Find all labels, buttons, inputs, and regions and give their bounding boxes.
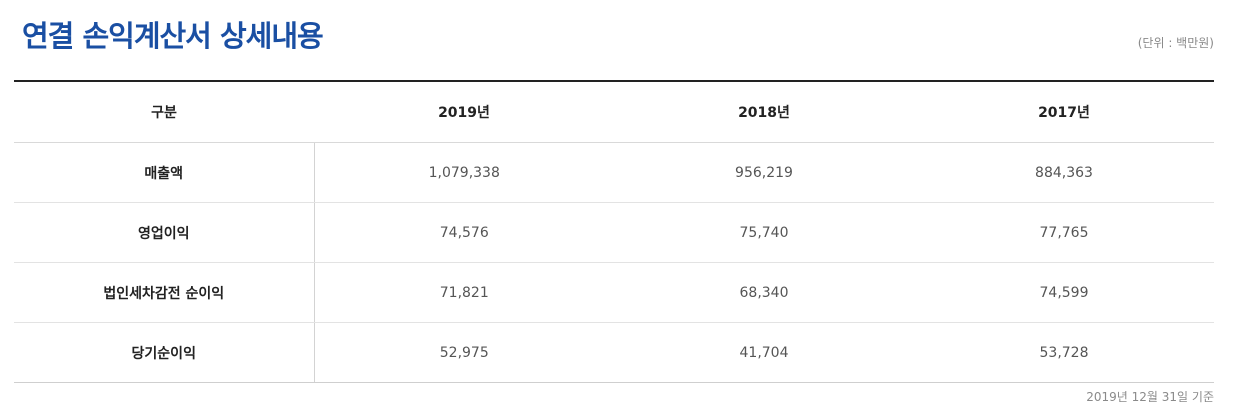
cell-value-2017: 74,599 xyxy=(914,262,1214,323)
cell-value-2019: 1,079,338 xyxy=(314,142,614,203)
cell-value-2019: 74,576 xyxy=(314,202,614,263)
table-header-row: 구분 2019년 2018년 2017년 xyxy=(14,81,1214,143)
reference-date-note: 2019년 12월 31일 기준 xyxy=(1086,390,1214,404)
cell-value-2018: 68,340 xyxy=(614,262,914,323)
unit-label: (단위 : 백만원) xyxy=(1137,36,1214,50)
row-label: 영업이익 xyxy=(14,202,315,263)
column-header-2017: 2017년 xyxy=(914,81,1214,143)
cell-value-2017: 884,363 xyxy=(914,142,1214,203)
cell-value-2017: 77,765 xyxy=(914,202,1214,263)
column-header-category: 구분 xyxy=(14,81,314,143)
table-row-revenue: 매출액 1,079,338 956,219 884,363 xyxy=(14,142,1214,203)
table-row-pretax-income: 법인세차감전 순이익 71,821 68,340 74,599 xyxy=(14,262,1214,323)
income-statement-table-container: 구분 2019년 2018년 2017년 매출액 1,079,338 956,2… xyxy=(14,80,1214,383)
cell-value-2017: 53,728 xyxy=(914,322,1214,383)
cell-value-2018: 75,740 xyxy=(614,202,914,263)
column-header-2019: 2019년 xyxy=(314,81,614,143)
cell-value-2018: 41,704 xyxy=(614,322,914,383)
cell-value-2019: 71,821 xyxy=(314,262,614,323)
row-label: 당기순이익 xyxy=(14,322,315,383)
row-label: 법인세차감전 순이익 xyxy=(14,262,315,323)
column-header-2018: 2018년 xyxy=(614,81,914,143)
income-statement-table: 구분 2019년 2018년 2017년 매출액 1,079,338 956,2… xyxy=(14,80,1214,383)
cell-value-2018: 956,219 xyxy=(614,142,914,203)
cell-value-2019: 52,975 xyxy=(314,322,614,383)
row-label: 매출액 xyxy=(14,142,315,203)
table-row-operating-profit: 영업이익 74,576 75,740 77,765 xyxy=(14,202,1214,263)
page-title: 연결 손익계산서 상세내용 xyxy=(22,19,324,53)
table-row-net-income: 당기순이익 52,975 41,704 53,728 xyxy=(14,322,1214,383)
